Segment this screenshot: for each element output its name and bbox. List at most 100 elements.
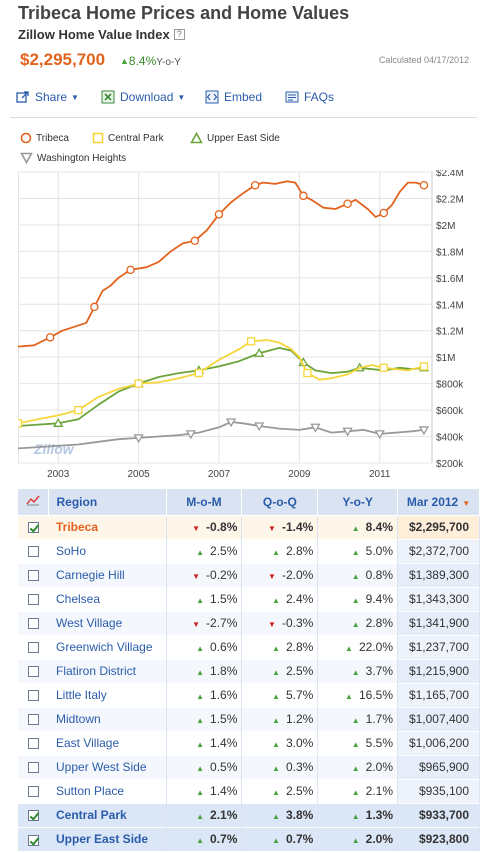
row-checkbox[interactable] <box>27 666 39 678</box>
table-row[interactable]: SoHo ▲ 2.5% ▲ 2.8% ▲ 5.0% $2,372,700 <box>18 538 480 563</box>
yoy-column-header[interactable]: Y-o-Y <box>317 489 398 515</box>
table-row[interactable]: Upper East Side ▲ 0.7% ▲ 0.7% ▲ 2.0% $923,800 <box>18 826 480 851</box>
region-column-header[interactable]: Region <box>48 489 167 515</box>
row-checkbox[interactable] <box>27 618 39 630</box>
y-tick-label: $1.4M <box>436 300 464 311</box>
region-name[interactable]: East Village <box>48 730 167 755</box>
legend-item-upper-east-side[interactable]: Upper East Side <box>190 132 280 144</box>
legend-item-washington-heights[interactable]: Washington Heights <box>20 152 126 164</box>
yoy-value: 2.0% <box>365 832 393 847</box>
yoy-cell: ▲ 5.5% <box>317 730 398 755</box>
region-name[interactable]: West Village <box>48 610 167 635</box>
yoy-value: 5.5% <box>365 736 393 750</box>
table-row[interactable]: Central Park ▲ 2.1% ▲ 3.8% ▲ 1.3% $933,700 <box>18 802 480 827</box>
up-arrow-icon: ▲ <box>272 716 280 725</box>
yoy-cell: ▲ 8.4% <box>317 514 398 539</box>
row-checkbox[interactable] <box>27 546 39 558</box>
mom-column-header[interactable]: M-o-M <box>166 489 243 515</box>
region-name[interactable]: Central Park <box>48 802 167 827</box>
legend-item-central-park[interactable]: Central Park <box>92 132 164 144</box>
row-checkbox[interactable] <box>27 786 39 798</box>
yoy-value: 2.8% <box>365 616 393 630</box>
row-checkbox[interactable] <box>27 714 39 726</box>
region-name[interactable]: Greenwich Village <box>48 634 167 659</box>
qoq-value: 2.5% <box>285 664 314 678</box>
chart-toggle-header[interactable] <box>18 489 49 515</box>
region-name[interactable]: SoHo <box>48 538 167 563</box>
table-row[interactable]: Flatiron District ▲ 1.8% ▲ 2.5% ▲ 3.7% $1,215,9… <box>18 658 480 683</box>
sort-desc-icon: ▼ <box>462 498 471 508</box>
yoy-cell: ▲ 22.0% <box>317 634 398 659</box>
home-value-chart[interactable]: $200k $400k $600k $800k $1M $1.2M $1.4M $1.6M $1… <box>18 170 480 486</box>
mar-value: $1,343,300 <box>397 586 480 611</box>
region-name[interactable]: Carnegie Hill <box>48 562 167 587</box>
row-checkbox[interactable] <box>27 834 39 846</box>
download-button[interactable]: Download ▼ <box>101 90 185 104</box>
table-row[interactable]: Midtown ▲ 1.5% ▲ 1.2% ▲ 1.7% $1,007,400 <box>18 706 480 731</box>
share-button[interactable]: Share ▼ <box>16 90 79 104</box>
chevron-down-icon: ▼ <box>177 92 186 102</box>
faqs-button[interactable]: FAQs <box>285 90 334 104</box>
table-row[interactable]: Sutton Place ▲ 1.4% ▲ 2.5% ▲ 2.1% $935,100 <box>18 778 480 803</box>
up-arrow-icon: ▲ <box>351 668 360 677</box>
chevron-down-icon: ▼ <box>71 92 79 102</box>
up-arrow-icon: ▲ <box>196 668 205 677</box>
yoy-value: 16.5% <box>358 688 393 702</box>
table-row[interactable]: Greenwich Village ▲ 0.6% ▲ 2.8% ▲ 22.0% $1,237,… <box>18 634 480 659</box>
data-point <box>299 191 308 201</box>
x-tick-label: 2009 <box>288 469 311 480</box>
yoy-cell: ▲ 2.8% <box>317 610 398 635</box>
table-row[interactable]: East Village ▲ 1.4% ▲ 3.0% ▲ 5.5% $1,006,200 <box>18 730 480 755</box>
region-name[interactable]: Little Italy <box>48 682 167 707</box>
qoq-column-header[interactable]: Q-o-Q <box>241 489 319 515</box>
region-name[interactable]: Upper West Side <box>48 754 167 779</box>
table-row[interactable]: Tribeca ▼ -0.8% ▼ -1.4% ▲ 8.4% $2,295,700 <box>18 514 480 539</box>
region-name[interactable]: Tribeca <box>48 514 167 539</box>
up-arrow-icon: ▲ <box>196 788 205 797</box>
up-arrow-icon: ▲ <box>272 692 280 701</box>
row-checkbox[interactable] <box>27 810 39 822</box>
qoq-cell: ▲ 0.3% <box>241 754 319 779</box>
table-row[interactable]: Upper West Side ▲ 0.5% ▲ 0.3% ▲ 2.0% $965,900 <box>18 754 480 779</box>
row-checkbox[interactable] <box>27 522 39 534</box>
qoq-value: 3.8% <box>285 808 314 822</box>
mom-value: 0.6% <box>210 640 238 654</box>
region-name[interactable]: Chelsea <box>48 586 167 611</box>
row-checkbox[interactable] <box>27 570 39 582</box>
yoy-cell: ▲ 1.3% <box>317 802 398 827</box>
row-checkbox[interactable] <box>27 738 39 750</box>
mom-cell: ▼ -2.7% <box>166 610 243 635</box>
row-checkbox[interactable] <box>27 690 39 702</box>
up-arrow-icon: ▲ <box>351 836 360 846</box>
row-checkbox[interactable] <box>27 642 39 654</box>
mar-column-header[interactable]: Mar 2012 ▼ <box>397 489 480 515</box>
y-tick-label: $1.2M <box>436 327 464 338</box>
up-arrow-icon: ▲ <box>345 644 353 653</box>
table-row[interactable]: Little Italy ▲ 1.6% ▲ 5.7% ▲ 16.5% $1,165,700 <box>18 682 480 707</box>
row-checkbox[interactable] <box>27 594 39 606</box>
row-checkbox[interactable] <box>27 762 39 774</box>
mom-value: 1.5% <box>210 712 238 726</box>
data-point <box>250 180 260 190</box>
current-value: $2,295,700 <box>20 50 106 69</box>
yoy-cell: ▲ 2.0% <box>317 826 398 851</box>
yoy-value: 2.0% <box>365 760 393 774</box>
legend-item-tribeca[interactable]: Tribeca <box>20 132 69 144</box>
table-row[interactable]: Carnegie Hill ▼ -0.2% ▼ -2.0% ▲ 0.8% $1,389,300 <box>18 562 480 587</box>
table-row[interactable]: Chelsea ▲ 1.5% ▲ 2.4% ▲ 9.4% $1,343,300 <box>18 586 480 611</box>
table-row[interactable]: West Village ▼ -2.7% ▼ -0.3% ▲ 2.8% $1,341,900 <box>18 610 480 635</box>
up-arrow-icon: ▲ <box>272 740 280 749</box>
y-tick-label: $1M <box>436 353 455 364</box>
square-marker-icon <box>92 132 104 144</box>
mar-value: $2,295,700 <box>397 514 480 539</box>
mom-cell: ▲ 1.4% <box>166 778 243 803</box>
qoq-cell: ▲ 2.5% <box>241 658 319 683</box>
region-name[interactable]: Midtown <box>48 706 167 731</box>
region-name[interactable]: Upper East Side <box>48 826 167 851</box>
region-name[interactable]: Flatiron District <box>48 658 167 683</box>
help-icon[interactable]: ? <box>173 29 185 40</box>
embed-button[interactable]: Embed <box>205 90 262 104</box>
mar-value: $1,007,400 <box>397 706 480 731</box>
region-name[interactable]: Sutton Place <box>48 778 167 803</box>
up-arrow-icon: ▲ <box>345 692 353 701</box>
